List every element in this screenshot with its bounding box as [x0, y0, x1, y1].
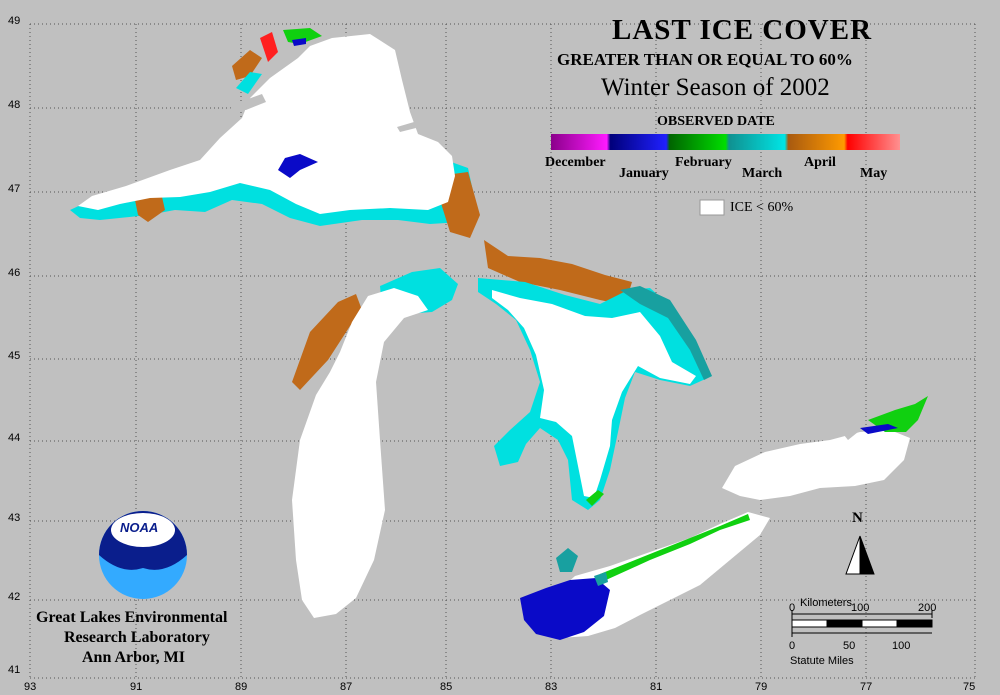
lat-label-49: 49: [8, 15, 21, 27]
lat-label-41: 41: [8, 664, 21, 676]
lat-label-44: 44: [8, 432, 21, 444]
lat-label-48: 48: [8, 99, 21, 111]
lat-label-46: 46: [8, 267, 21, 279]
north-arrow: [845, 535, 875, 575]
legend-month-march: March: [742, 166, 783, 181]
lat-label-45: 45: [8, 350, 21, 362]
ice-below-60-swatch: [699, 199, 725, 216]
scale-km-100: 100: [851, 602, 870, 614]
lake-superior: [70, 28, 480, 238]
lat-label-42: 42: [8, 591, 21, 603]
noaa-logo-text: NOAA: [120, 520, 159, 535]
legend-white-label: ICE < 60%: [730, 200, 794, 215]
lon-label-85: 85: [440, 681, 453, 693]
lon-label-79: 79: [755, 681, 768, 693]
map-title: LAST ICE COVER: [612, 14, 873, 46]
lat-label-43: 43: [8, 512, 21, 524]
north-label: N: [852, 510, 863, 526]
scale-mi-title: Statute Miles: [790, 655, 854, 667]
legend-month-december: December: [545, 155, 606, 170]
lon-label-77: 77: [860, 681, 873, 693]
lake-st-clair: [556, 548, 578, 572]
lon-label-83: 83: [545, 681, 558, 693]
scale-mi-100: 100: [892, 640, 911, 652]
legend-month-february: February: [675, 155, 732, 170]
scale-mi-0: 0: [789, 640, 796, 652]
lake-erie: [520, 512, 770, 640]
legend-month-january: January: [619, 166, 669, 181]
credit-line-3: Ann Arbor, MI: [82, 649, 185, 666]
lon-label-81: 81: [650, 681, 663, 693]
map-subtitle: GREATER THAN OR EQUAL TO 60%: [557, 50, 853, 69]
map-season: Winter Season of 2002: [601, 74, 830, 101]
scale-mi-50: 50: [843, 640, 856, 652]
lon-label-87: 87: [340, 681, 353, 693]
lat-label-47: 47: [8, 183, 21, 195]
credit-line-1: Great Lakes Environmental: [36, 609, 228, 626]
credit-line-2: Research Laboratory: [64, 629, 210, 646]
lon-label-89: 89: [235, 681, 248, 693]
scale-km-title: Kilometers: [800, 597, 852, 609]
legend-month-april: April: [804, 155, 836, 170]
lake-ontario: [722, 396, 928, 500]
lake-michigan: [292, 268, 458, 618]
legend-month-may: May: [860, 166, 888, 181]
lon-label-75: 75: [963, 681, 976, 693]
noaa-logo: [99, 511, 187, 599]
legend-color-bar: [551, 134, 900, 150]
legend-heading: OBSERVED DATE: [657, 114, 775, 129]
scale-bar: [791, 610, 933, 637]
lon-label-91: 91: [130, 681, 143, 693]
lon-label-93: 93: [24, 681, 37, 693]
lake-huron: [478, 240, 712, 510]
scale-km-200: 200: [918, 602, 937, 614]
scale-km-0: 0: [789, 602, 796, 614]
